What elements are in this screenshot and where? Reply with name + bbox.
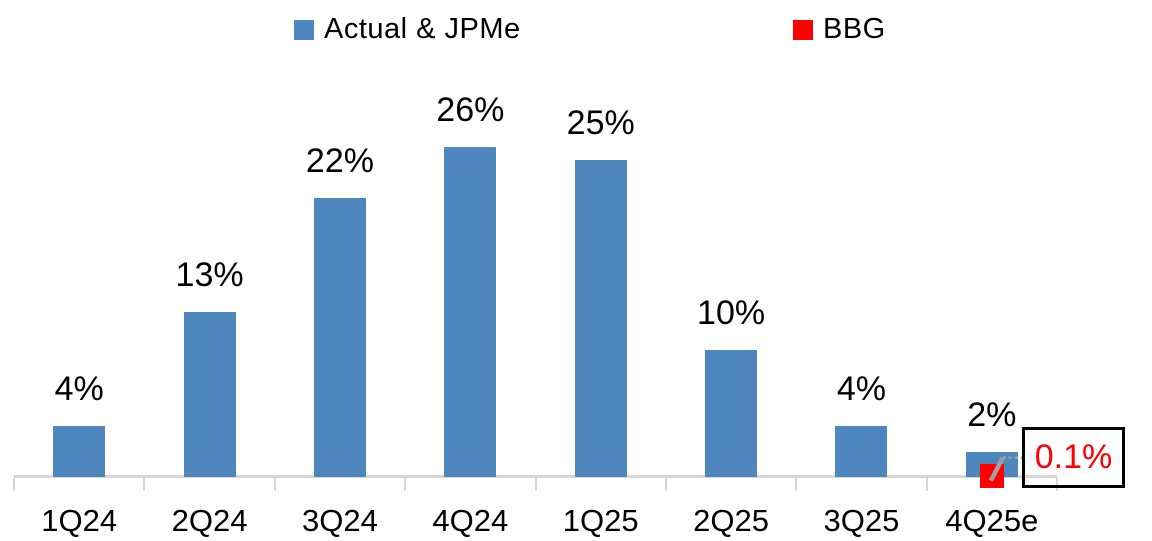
bar-1Q24 [53,426,106,477]
bar-4Q24 [444,147,497,477]
x-axis-label-2Q24: 2Q24 [171,503,248,538]
x-axis-label-2Q25: 2Q25 [693,503,769,538]
bar-value-label-4Q25e: 2% [967,395,1017,434]
bar-2Q24 [183,312,236,477]
x-axis-label-1Q24: 1Q24 [41,503,118,538]
bar-value-label-4Q24: 26% [436,90,505,129]
bar-value-label-2Q24: 13% [175,255,244,294]
callout-box: 0.1% [1022,427,1125,488]
x-axis-line [14,475,1057,478]
x-axis-label-3Q24: 3Q24 [302,503,378,538]
bar-2Q25 [705,350,758,477]
x-axis-tick [273,478,276,491]
bar-1Q25 [574,159,627,477]
legend-label-bbg: BBG [823,13,886,45]
bar-value-label-3Q24: 22% [305,141,374,180]
legend-swatch-bbg-icon [793,19,813,40]
legend-swatch-actual-jpme-icon [294,19,314,40]
bar-value-label-1Q25: 25% [566,103,635,142]
legend-item-bbg: BBG [793,13,886,46]
x-axis-tick [143,478,146,491]
bbg-marker-4Q25e [979,463,1004,488]
x-axis-label-3Q25: 3Q25 [823,503,900,538]
legend-label-actual-jpme: Actual & JPMe [324,13,521,45]
x-axis-tick [1056,478,1058,491]
x-axis-tick [795,478,798,491]
bar-value-label-3Q25: 4% [836,370,887,409]
bar-3Q24 [313,197,366,477]
callout-value: 0.1% [1034,438,1113,476]
legend-item-actual-jpme: Actual & JPMe [294,13,521,46]
x-axis-tick [664,478,667,491]
x-axis-tick [925,478,928,491]
x-axis-label-4Q25e: 4Q25e [945,503,1039,538]
bar-3Q25 [835,426,888,477]
x-axis-tick [13,478,15,491]
x-axis-label-4Q24: 4Q24 [432,503,509,538]
x-axis-tick [404,478,407,491]
bar-value-label-1Q24: 4% [54,370,104,409]
x-axis-tick [534,478,537,491]
x-axis-label-1Q25: 1Q25 [562,503,639,538]
bar-value-label-2Q25: 10% [697,294,766,333]
